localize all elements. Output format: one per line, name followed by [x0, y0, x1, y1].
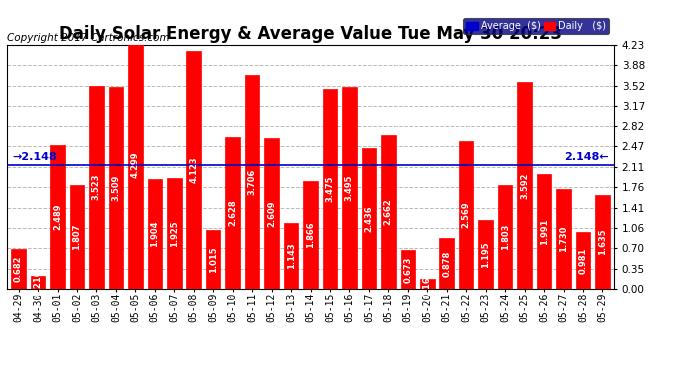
Text: 1.143: 1.143	[286, 243, 295, 269]
Bar	[556, 189, 571, 289]
Text: 0.166: 0.166	[423, 271, 432, 297]
Legend: Average  ($), Daily   ($): Average ($), Daily ($)	[464, 18, 609, 34]
Bar	[50, 146, 65, 289]
Bar	[303, 181, 318, 289]
Text: 1.803: 1.803	[501, 224, 510, 250]
Bar	[440, 238, 454, 289]
Text: 1.866: 1.866	[306, 222, 315, 248]
Bar	[148, 179, 162, 289]
Bar	[284, 223, 298, 289]
Text: 3.592: 3.592	[520, 172, 529, 198]
Bar	[323, 88, 337, 289]
Bar	[11, 249, 26, 289]
Bar	[537, 174, 551, 289]
Bar	[518, 82, 532, 289]
Text: 4.123: 4.123	[189, 157, 198, 183]
Text: 2.148←: 2.148←	[564, 152, 609, 162]
Bar	[342, 87, 357, 289]
Bar	[128, 41, 143, 289]
Bar	[381, 135, 395, 289]
Bar	[264, 138, 279, 289]
Text: 1.635: 1.635	[598, 228, 607, 255]
Text: 0.981: 0.981	[578, 247, 587, 274]
Title: Daily Solar Energy & Average Value Tue May 30 20:23: Daily Solar Energy & Average Value Tue M…	[59, 26, 562, 44]
Bar	[108, 87, 124, 289]
Text: →2.148: →2.148	[12, 152, 57, 162]
Text: Copyright 2017 Cartronics.com: Copyright 2017 Cartronics.com	[7, 33, 170, 43]
Text: 2.569: 2.569	[462, 201, 471, 228]
Text: 2.609: 2.609	[267, 200, 276, 227]
Text: 0.673: 0.673	[404, 256, 413, 282]
Text: 2.489: 2.489	[53, 204, 62, 230]
Bar	[89, 86, 104, 289]
Bar	[459, 141, 473, 289]
Bar	[226, 137, 240, 289]
Text: 3.523: 3.523	[92, 174, 101, 201]
Bar	[31, 276, 46, 289]
Bar	[206, 230, 221, 289]
Bar	[70, 184, 84, 289]
Bar	[400, 250, 415, 289]
Text: 2.628: 2.628	[228, 200, 237, 226]
Text: 4.299: 4.299	[131, 152, 140, 178]
Bar	[167, 178, 181, 289]
Bar	[478, 220, 493, 289]
Text: 1.195: 1.195	[481, 241, 490, 268]
Bar	[595, 195, 610, 289]
Text: 2.662: 2.662	[384, 199, 393, 225]
Text: 0.878: 0.878	[442, 251, 451, 277]
Bar	[186, 51, 201, 289]
Bar	[362, 148, 376, 289]
Text: 3.706: 3.706	[248, 169, 257, 195]
Text: 1.807: 1.807	[72, 224, 81, 250]
Bar	[575, 232, 590, 289]
Text: 3.495: 3.495	[345, 175, 354, 201]
Text: 1.730: 1.730	[559, 226, 568, 252]
Text: 3.475: 3.475	[326, 176, 335, 202]
Text: 1.015: 1.015	[208, 246, 217, 273]
Text: 0.216: 0.216	[34, 269, 43, 296]
Bar	[245, 75, 259, 289]
Text: 1.991: 1.991	[540, 218, 549, 244]
Text: 1.925: 1.925	[170, 220, 179, 247]
Text: 0.682: 0.682	[14, 256, 23, 282]
Text: 2.436: 2.436	[364, 205, 373, 232]
Text: 3.509: 3.509	[111, 174, 120, 201]
Text: 1.904: 1.904	[150, 220, 159, 247]
Bar	[497, 185, 513, 289]
Bar	[420, 279, 435, 289]
